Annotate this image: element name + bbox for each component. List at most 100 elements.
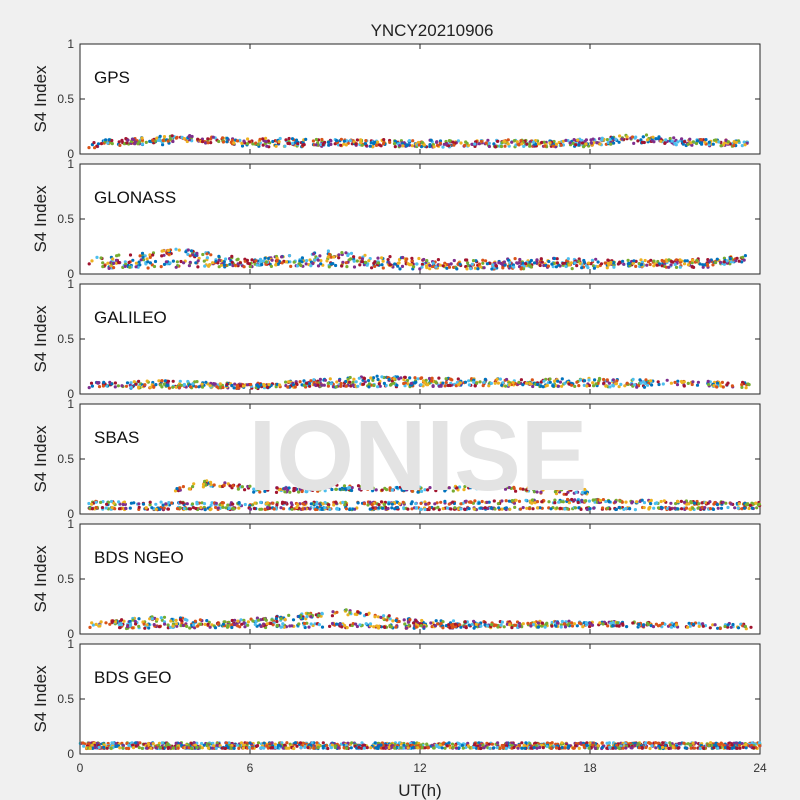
data-point	[567, 263, 572, 267]
data-point	[112, 266, 116, 270]
data-point	[166, 379, 171, 383]
data-point	[209, 503, 213, 507]
data-point	[747, 506, 751, 511]
data-point	[242, 621, 246, 625]
data-point	[555, 621, 560, 625]
data-point	[329, 142, 333, 146]
data-point	[673, 141, 677, 146]
data-point	[246, 620, 250, 624]
data-point	[688, 507, 692, 511]
data-point	[388, 624, 392, 628]
data-point	[216, 506, 220, 510]
data-point	[252, 487, 256, 491]
data-point	[242, 139, 246, 143]
data-point	[517, 499, 522, 503]
data-point	[411, 139, 415, 143]
data-point	[652, 259, 656, 263]
data-point	[307, 382, 312, 386]
data-point	[254, 259, 258, 263]
data-point	[542, 379, 546, 383]
data-point	[425, 266, 429, 270]
data-point	[435, 143, 440, 147]
data-point	[669, 263, 673, 267]
data-point	[99, 500, 103, 504]
data-point	[275, 256, 279, 260]
data-point	[350, 486, 354, 490]
data-point	[415, 262, 419, 266]
data-point	[467, 507, 471, 511]
data-point	[406, 507, 410, 511]
data-point	[569, 261, 574, 265]
data-point	[676, 507, 680, 511]
data-point	[554, 624, 558, 628]
data-point	[194, 506, 198, 511]
data-point	[208, 508, 212, 512]
data-point	[374, 143, 379, 147]
data-point	[227, 506, 231, 510]
data-point	[181, 485, 185, 489]
data-point	[423, 488, 427, 492]
data-point	[214, 505, 218, 510]
data-point	[177, 385, 181, 390]
data-point	[108, 622, 112, 626]
data-point	[646, 260, 651, 264]
data-point	[567, 619, 571, 623]
data-point	[535, 258, 539, 262]
data-point	[647, 507, 651, 511]
data-point	[81, 741, 85, 745]
data-point	[433, 624, 437, 628]
data-point	[758, 741, 762, 745]
data-point	[287, 136, 291, 141]
data-point	[445, 142, 449, 146]
data-point	[591, 137, 595, 141]
data-point	[506, 138, 510, 142]
data-point	[487, 144, 491, 149]
data-point	[521, 506, 525, 510]
data-point	[133, 619, 137, 623]
data-point	[660, 506, 664, 510]
data-point	[380, 263, 384, 267]
data-point	[145, 257, 149, 261]
data-point	[473, 499, 477, 503]
data-point	[386, 506, 390, 511]
data-point	[253, 501, 257, 505]
data-point	[552, 139, 556, 144]
data-point	[682, 500, 687, 504]
data-point	[144, 506, 148, 510]
data-point	[148, 503, 152, 507]
data-point	[115, 744, 119, 748]
data-point	[474, 622, 478, 627]
data-point	[203, 479, 207, 483]
data-point	[419, 145, 424, 149]
data-point	[327, 265, 331, 269]
data-point	[113, 381, 117, 385]
data-point	[682, 741, 686, 745]
data-point	[627, 261, 631, 265]
data-point	[350, 488, 354, 493]
data-point	[218, 385, 222, 389]
data-point	[104, 621, 108, 625]
data-point	[397, 619, 401, 624]
data-point	[533, 501, 537, 505]
data-point	[117, 507, 122, 511]
data-point	[450, 378, 454, 382]
data-point	[650, 744, 654, 748]
data-point	[298, 487, 302, 491]
data-point	[101, 265, 105, 269]
data-point	[148, 617, 152, 621]
data-point	[377, 624, 381, 628]
data-point	[528, 260, 532, 264]
data-point	[697, 624, 701, 629]
data-point	[561, 500, 565, 504]
data-point	[630, 501, 634, 505]
data-point	[400, 488, 404, 492]
data-point	[591, 264, 596, 268]
data-point	[154, 502, 158, 506]
data-point	[692, 622, 696, 626]
data-point	[339, 381, 343, 386]
data-point	[416, 490, 420, 494]
data-point	[309, 622, 313, 626]
data-point	[701, 138, 706, 142]
data-point	[290, 624, 294, 628]
